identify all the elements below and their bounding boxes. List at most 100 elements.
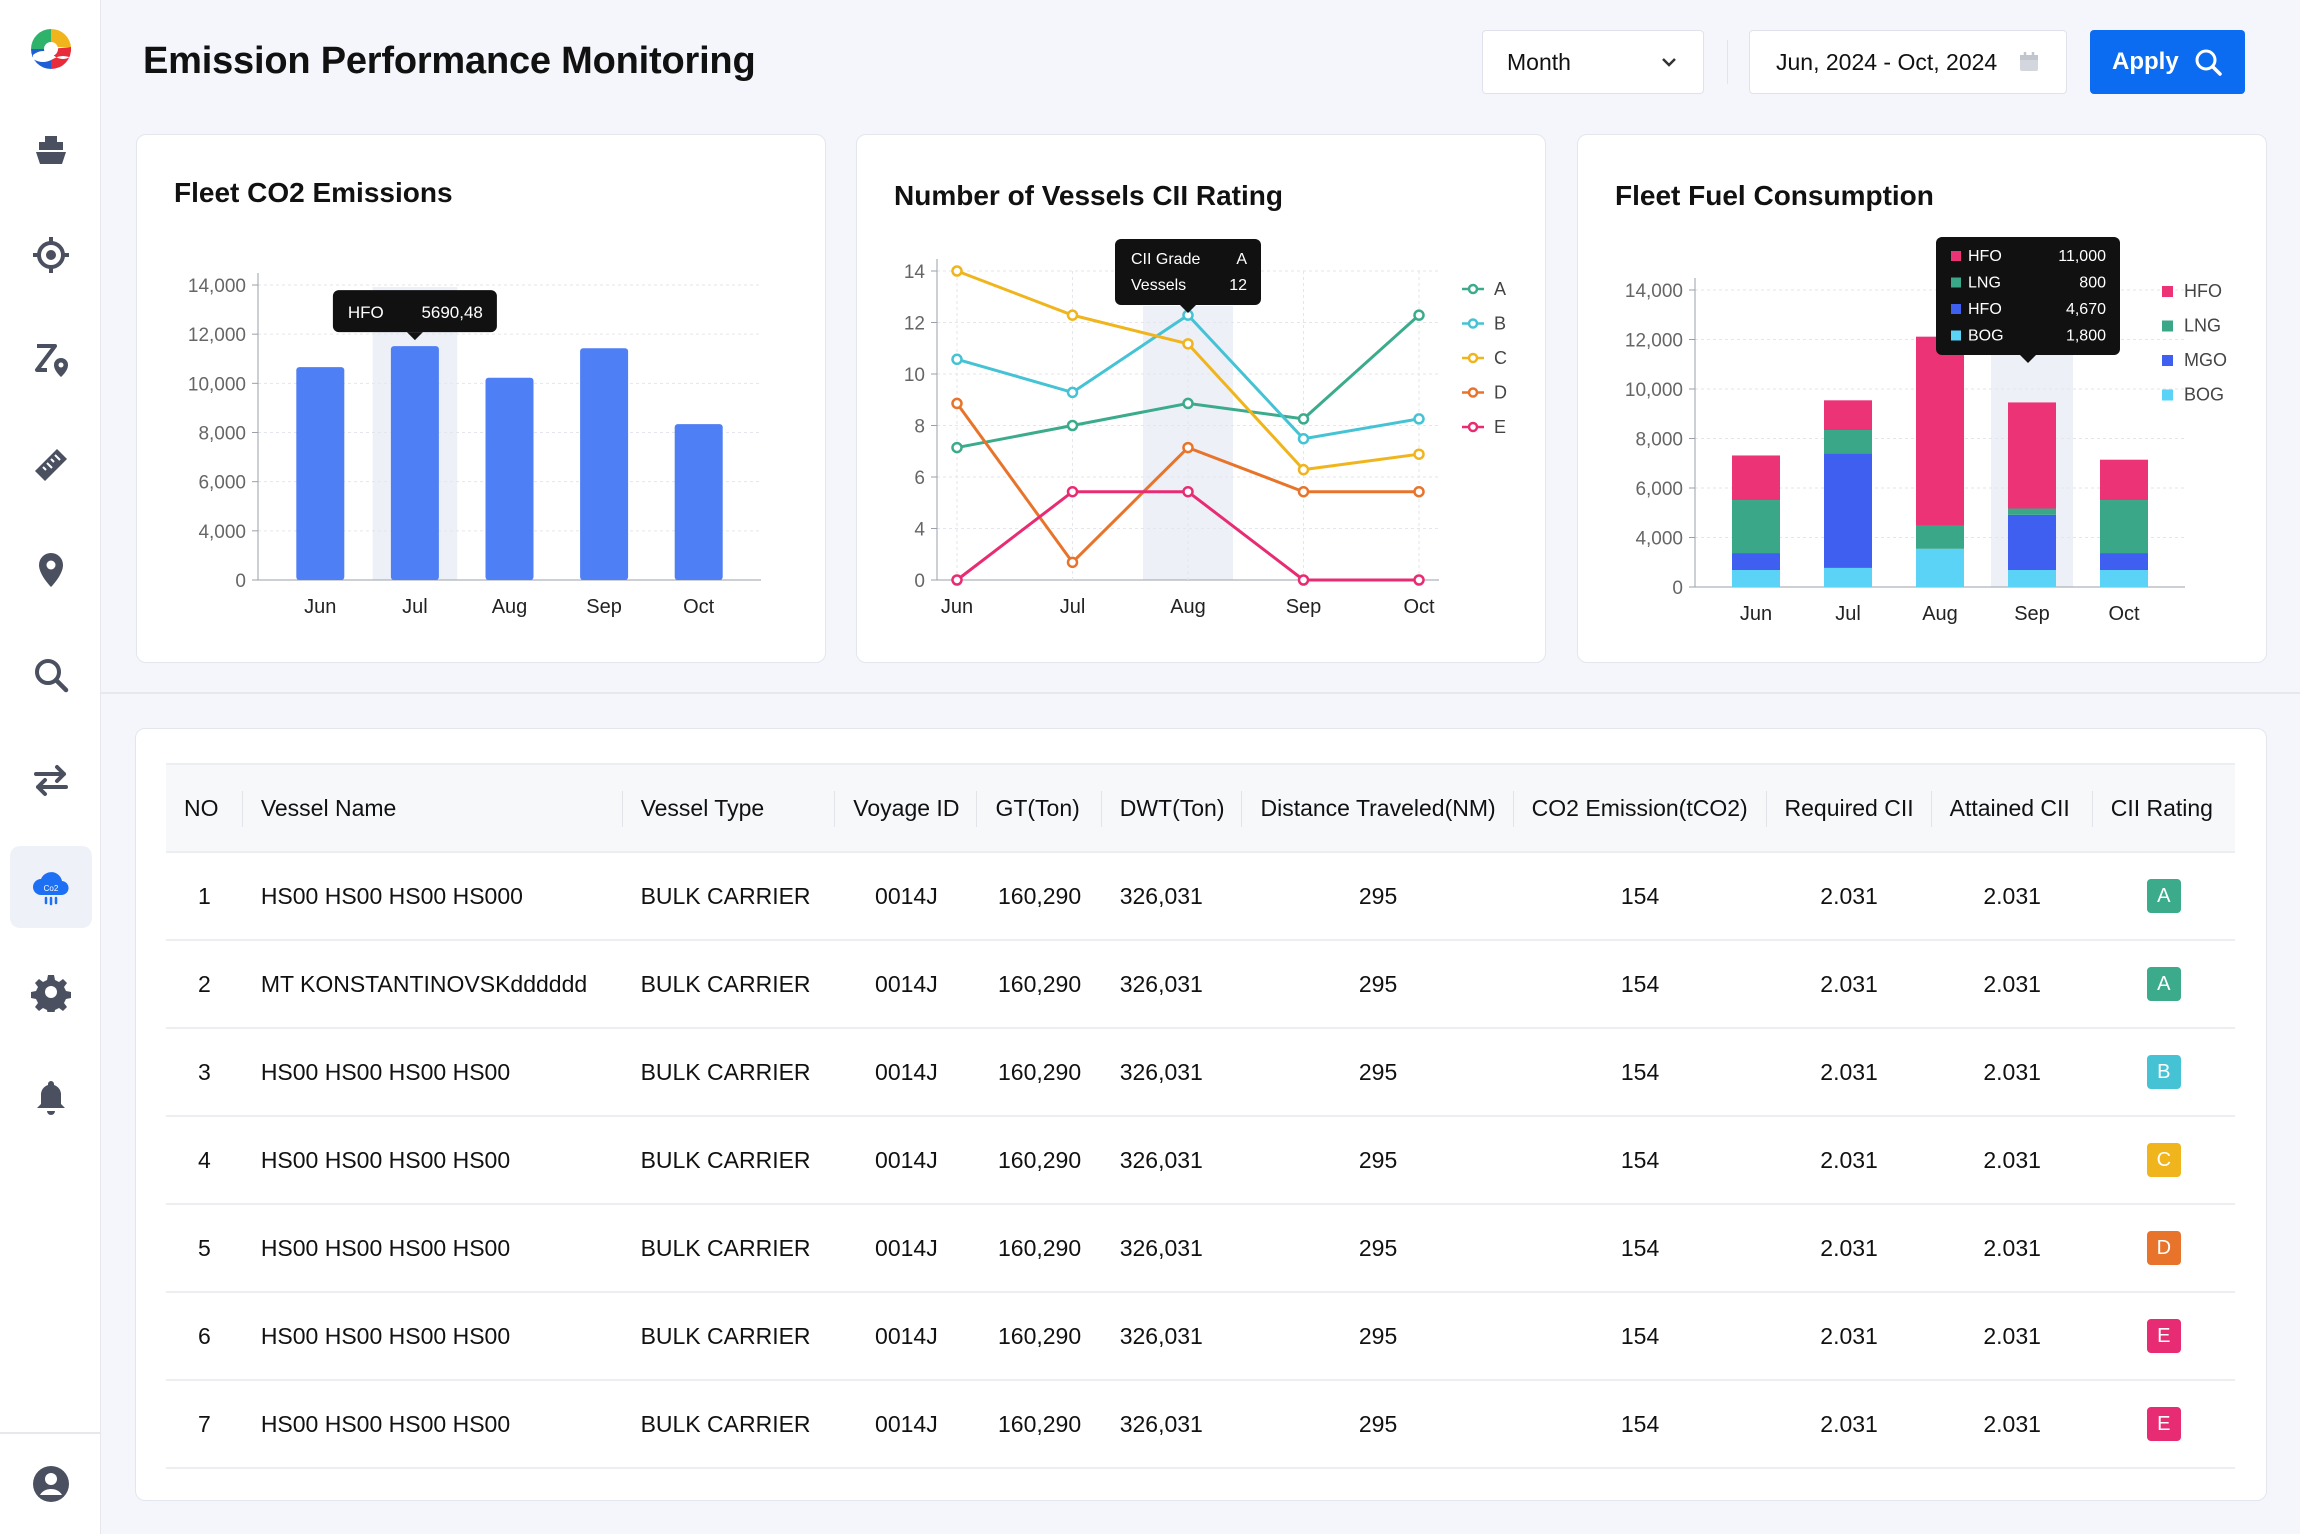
cell-cii-rating: A	[2092, 940, 2235, 1029]
cell-gt: 160,290	[977, 1380, 1102, 1469]
user-profile-button[interactable]	[10, 1443, 92, 1525]
table-row[interactable]: 1 HS00 HS00 HS00 HS000 BULK CARRIER 0014J 16…	[166, 852, 2235, 941]
cell-distance: 295	[1242, 1380, 1514, 1469]
col-header-co2-emission[interactable]: CO2 Emission(tCO2)	[1513, 763, 1767, 853]
app-logo[interactable]	[27, 25, 75, 73]
vessel-table: NO Vessel Name Vessel Type Voyage ID GT(…	[166, 763, 2235, 1469]
cii-rating-badge: A	[2146, 967, 2181, 1001]
legend-label-b: B	[1494, 314, 1506, 334]
table-row[interactable]: 2 MT KONSTANTINOVSKdddddd BULK CARRIER 0014…	[166, 940, 2235, 1029]
chevron-down-icon	[1662, 58, 1676, 67]
cii-tooltip-box	[1115, 239, 1261, 305]
point-d	[1413, 485, 1425, 498]
table-row[interactable]: 3 HS00 HS00 HS00 HS00 BULK CARRIER 0014J 160…	[166, 1028, 2235, 1117]
apply-button[interactable]: Apply	[2090, 30, 2245, 94]
sidebar-item-target[interactable]	[10, 214, 92, 296]
co2-cloud-icon: Co2	[33, 872, 69, 906]
cell-cii-rating: D	[2092, 1204, 2235, 1293]
table-row[interactable]: 6 HS00 HS00 HS00 HS00 BULK CARRIER 0014J 160…	[166, 1292, 2235, 1381]
cell-vessel-type: BULK CARRIER	[622, 852, 836, 941]
cell-required-cii: 2.031	[1766, 1292, 1932, 1381]
bar-jun	[296, 367, 345, 580]
period-select[interactable]: Month	[1482, 30, 1704, 94]
point-e	[1413, 574, 1425, 586]
col-header-vessel-name[interactable]: Vessel Name	[242, 763, 623, 853]
point-e	[1182, 485, 1194, 498]
x-tick-label: Jul	[1060, 596, 1086, 618]
cell-co2-emission: 154	[1513, 1380, 1767, 1469]
cell-voyage-id: 0014J	[835, 852, 978, 941]
cell-vessel-name: HS00 HS00 HS00 HS00	[242, 1204, 623, 1293]
cell-attained-cii: 2.031	[1931, 940, 2093, 1029]
cell-co2-emission: 154	[1513, 940, 1767, 1029]
location-pin-icon	[39, 553, 63, 587]
col-header-cii-rating[interactable]: CII Rating	[2092, 763, 2235, 853]
y-tick-label: 6	[914, 468, 925, 489]
point-c	[1413, 448, 1425, 460]
cii-tooltip-value: A	[1236, 251, 1247, 268]
cell-cii-rating: C	[2092, 1116, 2235, 1205]
table-row[interactable]: 4 HS00 HS00 HS00 HS00 BULK CARRIER 0014J 160…	[166, 1116, 2235, 1205]
sidebar-item-ship[interactable]	[10, 109, 92, 191]
table-row[interactable]: 5 HS00 HS00 HS00 HS00 BULK CARRIER 0014J 160…	[166, 1204, 2235, 1293]
legend-marker-b	[1467, 318, 1479, 329]
date-range-picker[interactable]: Jun, 2024 - Oct, 2024	[1749, 30, 2067, 94]
cell-vessel-type: BULK CARRIER	[622, 1292, 836, 1381]
y-tick-label: 10,000	[188, 374, 246, 395]
sidebar-item-ruler[interactable]	[10, 424, 92, 506]
bar-segment-hfo	[2100, 459, 2148, 501]
bar-segment-hfo	[1916, 336, 1964, 526]
cell-voyage-id: 0014J	[835, 940, 978, 1029]
co2-icon-label: Co2	[44, 884, 59, 893]
fuel-tooltip-value: 4,670	[2066, 301, 2106, 318]
table-header-row: NO Vessel Name Vessel Type Voyage ID GT(…	[166, 763, 2235, 853]
col-header-distance[interactable]: Distance Traveled(NM)	[1242, 763, 1514, 853]
cii-rating-badge: D	[2146, 1231, 2181, 1265]
col-header-gt[interactable]: GT(Ton)	[977, 763, 1102, 853]
sidebar-item-search[interactable]	[10, 634, 92, 716]
cell-required-cii: 2.031	[1766, 852, 1932, 941]
fuel-tooltip-label: HFO	[1968, 301, 2002, 318]
cell-voyage-id: 0014J	[835, 1380, 978, 1469]
bar-segment-bog	[2100, 570, 2148, 587]
co2-tooltip-pointer	[406, 332, 423, 341]
y-tick-label: 14,000	[1625, 281, 1683, 302]
y-tick-label: 4	[914, 520, 925, 541]
sidebar-item-location[interactable]	[10, 529, 92, 611]
bar-segment-mgo	[1732, 553, 1780, 571]
legend-label-hfo: HFO	[2184, 281, 2222, 301]
col-header-no[interactable]: NO	[166, 763, 243, 853]
y-tick-label: 6,000	[198, 473, 246, 494]
co2-chart-card: Fleet CO2 Emissions 0 4,000 6,000 8,000 10,0…	[136, 134, 826, 663]
cell-vessel-type: BULK CARRIER	[622, 1204, 836, 1293]
col-header-dwt[interactable]: DWT(Ton)	[1101, 763, 1243, 853]
table-row[interactable]: 7 HS00 HS00 HS00 HS00 BULK CARRIER 0014J 160…	[166, 1380, 2235, 1469]
bar-segment-mgo	[1824, 453, 1872, 568]
sidebar-item-transfer[interactable]	[10, 739, 92, 821]
cell-vessel-name: HS00 HS00 HS00 HS00	[242, 1292, 623, 1381]
cii-tooltip-value: 12	[1229, 277, 1247, 294]
cell-required-cii: 2.031	[1766, 1116, 1932, 1205]
bar-segment-bog	[2008, 570, 2056, 587]
sidebar-item-route[interactable]	[10, 319, 92, 401]
cii-tooltip-label: CII Grade	[1131, 251, 1200, 268]
point-b	[951, 353, 963, 366]
sidebar-item-settings[interactable]	[10, 951, 92, 1033]
legend-marker-a	[1467, 283, 1479, 295]
sidebar-item-co2[interactable]: Co2	[10, 846, 92, 928]
fuel-tooltip-swatch	[1951, 304, 1961, 314]
cell-dwt: 326,031	[1101, 1380, 1243, 1469]
col-header-required-cii[interactable]: Required CII	[1766, 763, 1932, 853]
col-header-vessel-type[interactable]: Vessel Type	[622, 763, 836, 853]
bar-segment-bog	[1916, 548, 1964, 587]
bar-segment-hfo	[1732, 455, 1780, 501]
col-header-attained-cii[interactable]: Attained CII	[1931, 763, 2093, 853]
fuel-stacked-bar-chart: 0 4,000 6,000 8,000 10,000 12,000 14,000 Jun Jul…	[1625, 237, 2227, 625]
cell-gt: 160,290	[977, 1116, 1102, 1205]
cell-co2-emission: 154	[1513, 1292, 1767, 1381]
col-header-voyage-id[interactable]: Voyage ID	[835, 763, 978, 853]
y-tick-label: 6,000	[1635, 479, 1683, 500]
cell-required-cii: 2.031	[1766, 1028, 1932, 1117]
cii-chart-card: Number of Vessels CII Rating 0 4 6 8 10 12 14 J…	[856, 134, 1546, 663]
sidebar-item-notifications[interactable]	[10, 1056, 92, 1138]
